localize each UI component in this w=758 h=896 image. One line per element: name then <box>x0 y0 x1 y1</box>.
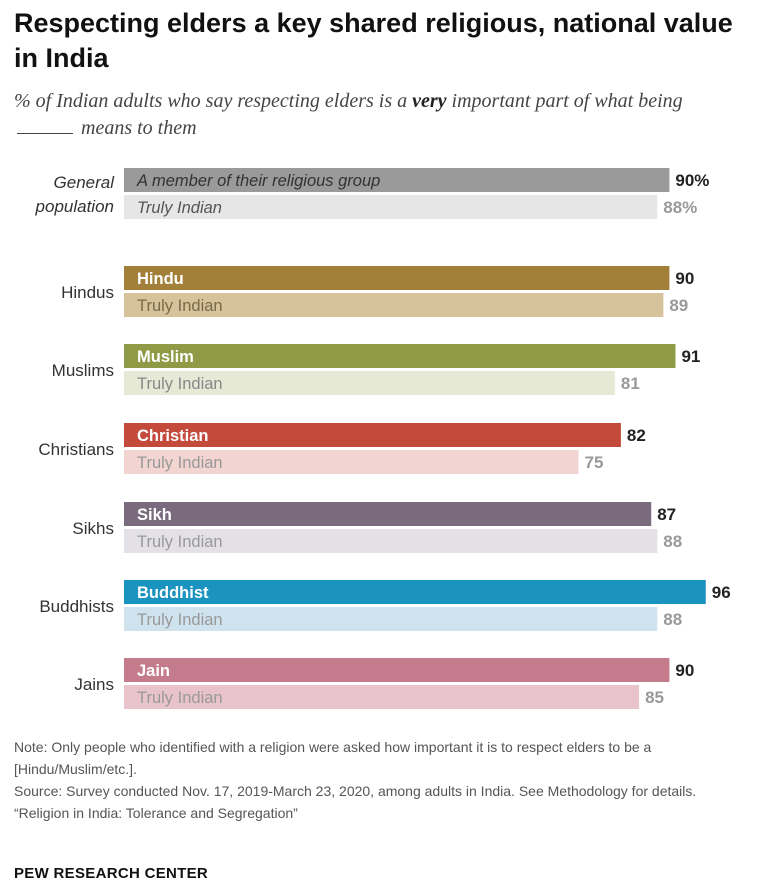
bar <box>124 502 652 526</box>
bar <box>124 450 579 474</box>
bar <box>124 423 621 447</box>
data-label: 88 <box>663 610 682 629</box>
data-label: 81 <box>621 374 640 393</box>
group-label: General <box>54 173 116 192</box>
subtitle-blank-line <box>17 117 73 134</box>
note-text: Note: Only people who identified with a … <box>14 739 652 777</box>
subtitle-text-start: % of Indian adults who say respecting el… <box>14 90 413 112</box>
bar-label: A member of their religious group <box>136 172 380 190</box>
brand-logo-text: PEW RESEARCH CENTER <box>14 865 209 882</box>
bar-label: Muslim <box>137 348 194 366</box>
bar <box>124 344 676 368</box>
group-label: Sikhs <box>72 519 114 538</box>
chart-title: Respecting elders a key shared religious… <box>14 8 733 73</box>
subtitle-text-mid: important part of what being <box>446 90 683 112</box>
group-label: Buddhists <box>39 597 114 616</box>
report-title-text: “Religion in India: Tolerance and Segreg… <box>14 805 298 821</box>
data-label: 90% <box>675 171 709 190</box>
group-label: Jains <box>74 675 114 694</box>
bar-chart: General population A member of their relig… <box>35 168 731 709</box>
bar <box>124 195 658 219</box>
bar <box>124 168 670 192</box>
bar <box>124 529 658 553</box>
data-label: 75 <box>585 453 604 472</box>
bar-label: Hindu <box>137 270 184 288</box>
data-label: 88 <box>663 532 682 551</box>
bar <box>124 607 658 631</box>
group-label: Hindus <box>61 283 114 302</box>
bar-label: Truly Indian <box>137 689 223 707</box>
data-label: 82 <box>627 426 646 445</box>
bar <box>124 293 664 317</box>
bar-label: Truly Indian <box>137 533 223 551</box>
bar <box>124 658 670 682</box>
chart-notes: Note: Only people who identified with a … <box>14 736 744 824</box>
data-label: 87 <box>657 505 676 524</box>
bar-label: Buddhist <box>137 584 209 602</box>
bar-label: Sikh <box>137 506 172 524</box>
group-label: Christians <box>38 440 114 459</box>
bar <box>124 685 640 709</box>
group-label: Muslims <box>52 361 114 380</box>
data-label: 96 <box>712 583 731 602</box>
data-label: 89 <box>669 296 688 315</box>
data-label: 90 <box>675 269 694 288</box>
chart-subtitle: % of Indian adults who say respecting el… <box>14 88 734 142</box>
bar-label: Truly Indian <box>137 297 223 315</box>
bar-label: Truly Indian <box>137 199 222 217</box>
bar-label: Christian <box>137 427 209 445</box>
bar <box>124 266 670 290</box>
bar-label: Truly Indian <box>137 611 223 629</box>
subtitle-text-end: means to them <box>81 117 197 139</box>
bar-label: Truly Indian <box>137 375 223 393</box>
subtitle-emphasis: very <box>412 90 447 112</box>
bar-label: Jain <box>137 662 170 680</box>
bar-label: Truly Indian <box>137 454 223 472</box>
bar <box>124 371 615 395</box>
bar <box>124 580 706 604</box>
data-label: 88% <box>663 198 697 217</box>
data-label: 85 <box>645 688 664 707</box>
group-label: population <box>35 197 114 216</box>
source-text: Source: Survey conducted Nov. 17, 2019-M… <box>14 783 697 799</box>
data-label: 90 <box>675 661 694 680</box>
data-label: 91 <box>681 347 700 366</box>
